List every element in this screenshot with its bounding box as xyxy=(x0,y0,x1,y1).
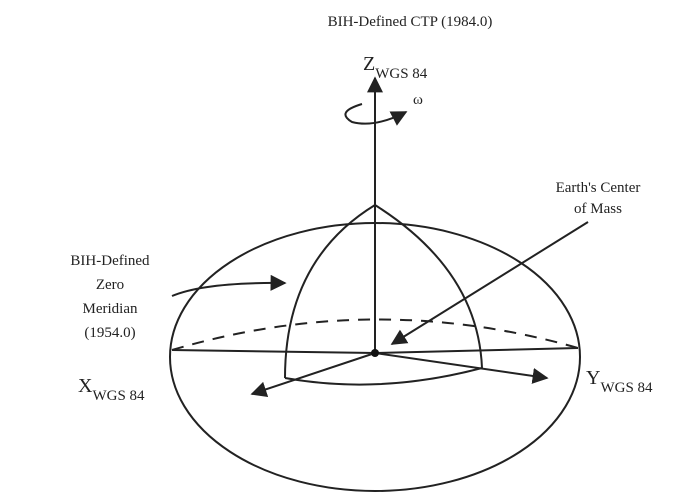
equator-front-arc xyxy=(284,367,483,386)
meridian-label-1: BIH-Defined xyxy=(70,253,150,269)
center-label-1: Earth's Center xyxy=(556,180,641,196)
z-label: ZWGS 84 xyxy=(363,53,428,82)
meridian-right xyxy=(374,204,483,369)
ctp-label: BIH-Defined CTP (1984.0) xyxy=(328,14,493,30)
x-axis xyxy=(250,352,376,398)
equator-right xyxy=(374,347,579,354)
meridian-label-2: Zero xyxy=(96,277,124,293)
x-label: XWGS 84 xyxy=(78,375,145,404)
zero-meridian xyxy=(284,204,376,379)
meridian-label-4: (1954.0) xyxy=(84,325,135,341)
center-of-mass xyxy=(371,349,379,357)
meridian-pointer xyxy=(171,274,287,297)
center-label-2: of Mass xyxy=(574,201,622,217)
equator-left xyxy=(171,349,376,354)
center-pointer xyxy=(390,221,589,345)
y-axis xyxy=(374,352,549,384)
y-label: YWGS 84 xyxy=(586,367,653,396)
omega-label: ω xyxy=(413,92,423,108)
meridian-label-3: Meridian xyxy=(83,301,138,317)
rotation-arrow xyxy=(344,103,408,126)
